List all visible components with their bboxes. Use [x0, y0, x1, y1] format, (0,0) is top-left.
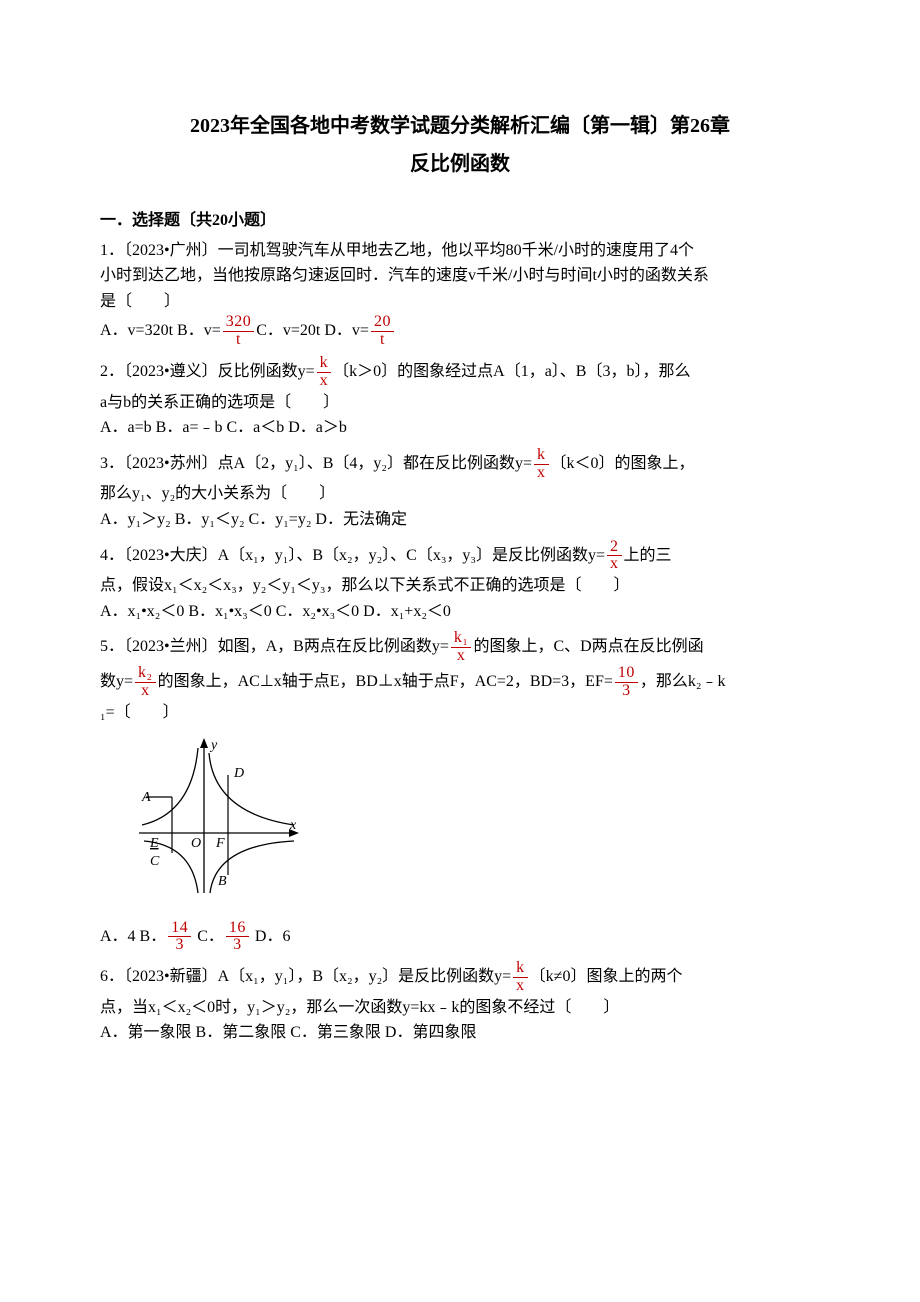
label-A: A: [141, 790, 151, 805]
section-heading: 一．选择题〔共20小题〕: [100, 208, 820, 234]
q4-line2: 点，假设x₁＜x₂＜x₃，y₂＜y₁＜y₃，那么以下关系式不正确的选项是〔 〕: [100, 573, 820, 599]
q5-options: A．4 B．143 C．163 D．6: [100, 920, 820, 955]
q5-line1: 5．〔2023•兰州〕如图，A，B两点在反比例函数y=k₁x的图象上，C、D两点…: [100, 630, 820, 665]
q4-options: A．x₁•x₂＜0 B．x₁•x₃＜0 C．x₂•x₃＜0 D．x₁+x₂＜0: [100, 599, 820, 625]
q6-options: A．第一象限 B．第二象限 C．第三象限 D．第四象限: [100, 1020, 820, 1046]
question-2: 2．〔2023•遵义〕反比例函数y=kx〔k＞0〕的图象经过点A〔1，a〕、B〔…: [100, 355, 820, 441]
label-C: C: [150, 854, 160, 869]
label-F: F: [215, 836, 225, 851]
q5-optA: A．4 B．: [100, 928, 166, 945]
q5-frac2: k₂x: [135, 665, 156, 700]
q3-frac: kx: [534, 447, 549, 482]
label-E: E: [149, 836, 159, 851]
q5-optC-pre: C．: [193, 928, 224, 945]
curve-q1-top: [209, 753, 294, 825]
label-B: B: [218, 874, 227, 889]
label-y: y: [209, 738, 218, 753]
q3-post: 〔k＜0〕的图象上，: [551, 455, 695, 472]
q5-diagram-svg: y x O A D E F C B: [134, 733, 304, 903]
q2-options: A．a=b B．a=﹣b C．a＜b D．a＞b: [100, 415, 820, 441]
q4-frac: 2x: [607, 539, 622, 574]
q1-stem-line3: 是〔 〕: [100, 289, 820, 315]
label-O: O: [191, 836, 201, 851]
q5-mid1: 的图象上，C、D两点在反比例函: [473, 638, 703, 655]
doc-title-line1: 2023年全国各地中考数学试题分类解析汇编〔第一辑〕第26章: [100, 110, 820, 142]
q5-l2-post: ，那么k₂﹣k: [640, 673, 726, 690]
q1-stem-line2: 小时到达乙地，当他按原路匀速返回时．汽车的速度v千米/小时与时间t小时的函数关系: [100, 263, 820, 289]
question-1: 1．〔2023•广州〕一司机驾驶汽车从甲地去乙地，他以平均80千米/小时的速度用…: [100, 238, 820, 349]
q2-pre: 2．〔2023•遵义〕反比例函数y=: [100, 363, 315, 380]
q5-optC-frac: 163: [226, 920, 249, 955]
q5-line3: ₁=〔 〕: [100, 700, 820, 726]
q1-optA-pre: A．v=320t B．v=: [100, 322, 221, 339]
q3-pre: 3．〔2023•苏州〕点A〔2，y₁〕、B〔4，y₂〕都在反比例函数y=: [100, 455, 532, 472]
q4-line1: 4．〔2023•大庆〕A〔x₁，y₁〕、B〔x₂，y₂〕、C〔x₃，y₃〕是反比…: [100, 539, 820, 574]
curve-q2: [142, 748, 198, 825]
q5-line2: 数y=k₂x的图象上，AC⊥x轴于点E，BD⊥x轴于点F，AC=2，BD=3，E…: [100, 665, 820, 700]
label-x: x: [289, 818, 297, 833]
y-axis-arrow: [200, 738, 208, 748]
q5-frac3: 103: [615, 665, 638, 700]
q1-optC-pre: C．v=20t D．v=: [256, 322, 369, 339]
q5-pre: 5．〔2023•兰州〕如图，A，B两点在反比例函数y=: [100, 638, 449, 655]
label-D: D: [233, 766, 244, 781]
q6-line1: 6．〔2023•新疆〕A〔x₁，y₁〕，B〔x₂，y₂〕是反比例函数y=kx〔k…: [100, 960, 820, 995]
q5-optB-frac: 143: [168, 920, 191, 955]
q4-post: 上的三: [624, 547, 672, 564]
q6-post: 〔k≠0〕图象上的两个: [530, 968, 683, 985]
question-4: 4．〔2023•大庆〕A〔x₁，y₁〕、B〔x₂，y₂〕、C〔x₃，y₃〕是反比…: [100, 539, 820, 625]
q1-optB-frac: 320t: [223, 314, 255, 349]
question-5: 5．〔2023•兰州〕如图，A，B两点在反比例函数y=k₁x的图象上，C、D两点…: [100, 630, 820, 954]
doc-title-line2: 反比例函数: [100, 148, 820, 180]
question-3: 3．〔2023•苏州〕点A〔2，y₁〕、B〔4，y₂〕都在反比例函数y=kx〔k…: [100, 447, 820, 533]
q1-options: A．v=320t B．v=320tC．v=20t D．v=20t: [100, 314, 820, 349]
q5-figure: y x O A D E F C B: [134, 733, 820, 912]
q4-pre: 4．〔2023•大庆〕A〔x₁，y₁〕、B〔x₂，y₂〕、C〔x₃，y₃〕是反比…: [100, 547, 605, 564]
q6-frac: kx: [513, 960, 528, 995]
question-6: 6．〔2023•新疆〕A〔x₁，y₁〕，B〔x₂，y₂〕是反比例函数y=kx〔k…: [100, 960, 820, 1046]
q2-frac: kx: [317, 355, 332, 390]
q1-optD-frac: 20t: [371, 314, 394, 349]
q2-post: 〔k＞0〕的图象经过点A〔1，a〕、B〔3，b〕，那么: [333, 363, 690, 380]
q6-line2: 点，当x₁＜x₂＜0时，y₁＞y₂，那么一次函数y=kx﹣k的图象不经过〔 〕: [100, 995, 820, 1021]
q2-line2: a与b的关系正确的选项是〔 〕: [100, 390, 820, 416]
q5-l2-mid: 的图象上，AC⊥x轴于点E，BD⊥x轴于点F，AC=2，BD=3，EF=: [158, 673, 613, 690]
q6-pre: 6．〔2023•新疆〕A〔x₁，y₁〕，B〔x₂，y₂〕是反比例函数y=: [100, 968, 511, 985]
q5-l2-pre: 数y=: [100, 673, 133, 690]
q3-options: A．y₁＞y₂ B．y₁＜y₂ C．y₁=y₂ D．无法确定: [100, 507, 820, 533]
q1-stem-line1: 1．〔2023•广州〕一司机驾驶汽车从甲地去乙地，他以平均80千米/小时的速度用…: [100, 238, 820, 264]
q2-line1: 2．〔2023•遵义〕反比例函数y=kx〔k＞0〕的图象经过点A〔1，a〕、B〔…: [100, 355, 820, 390]
q5-frac1: k₁x: [451, 630, 472, 665]
document-page: 2023年全国各地中考数学试题分类解析汇编〔第一辑〕第26章 反比例函数 一．选…: [0, 0, 920, 1112]
q3-line1: 3．〔2023•苏州〕点A〔2，y₁〕、B〔4，y₂〕都在反比例函数y=kx〔k…: [100, 447, 820, 482]
q3-line2: 那么y₁、y₂的大小关系为〔 〕: [100, 481, 820, 507]
q5-optD: D．6: [251, 928, 291, 945]
